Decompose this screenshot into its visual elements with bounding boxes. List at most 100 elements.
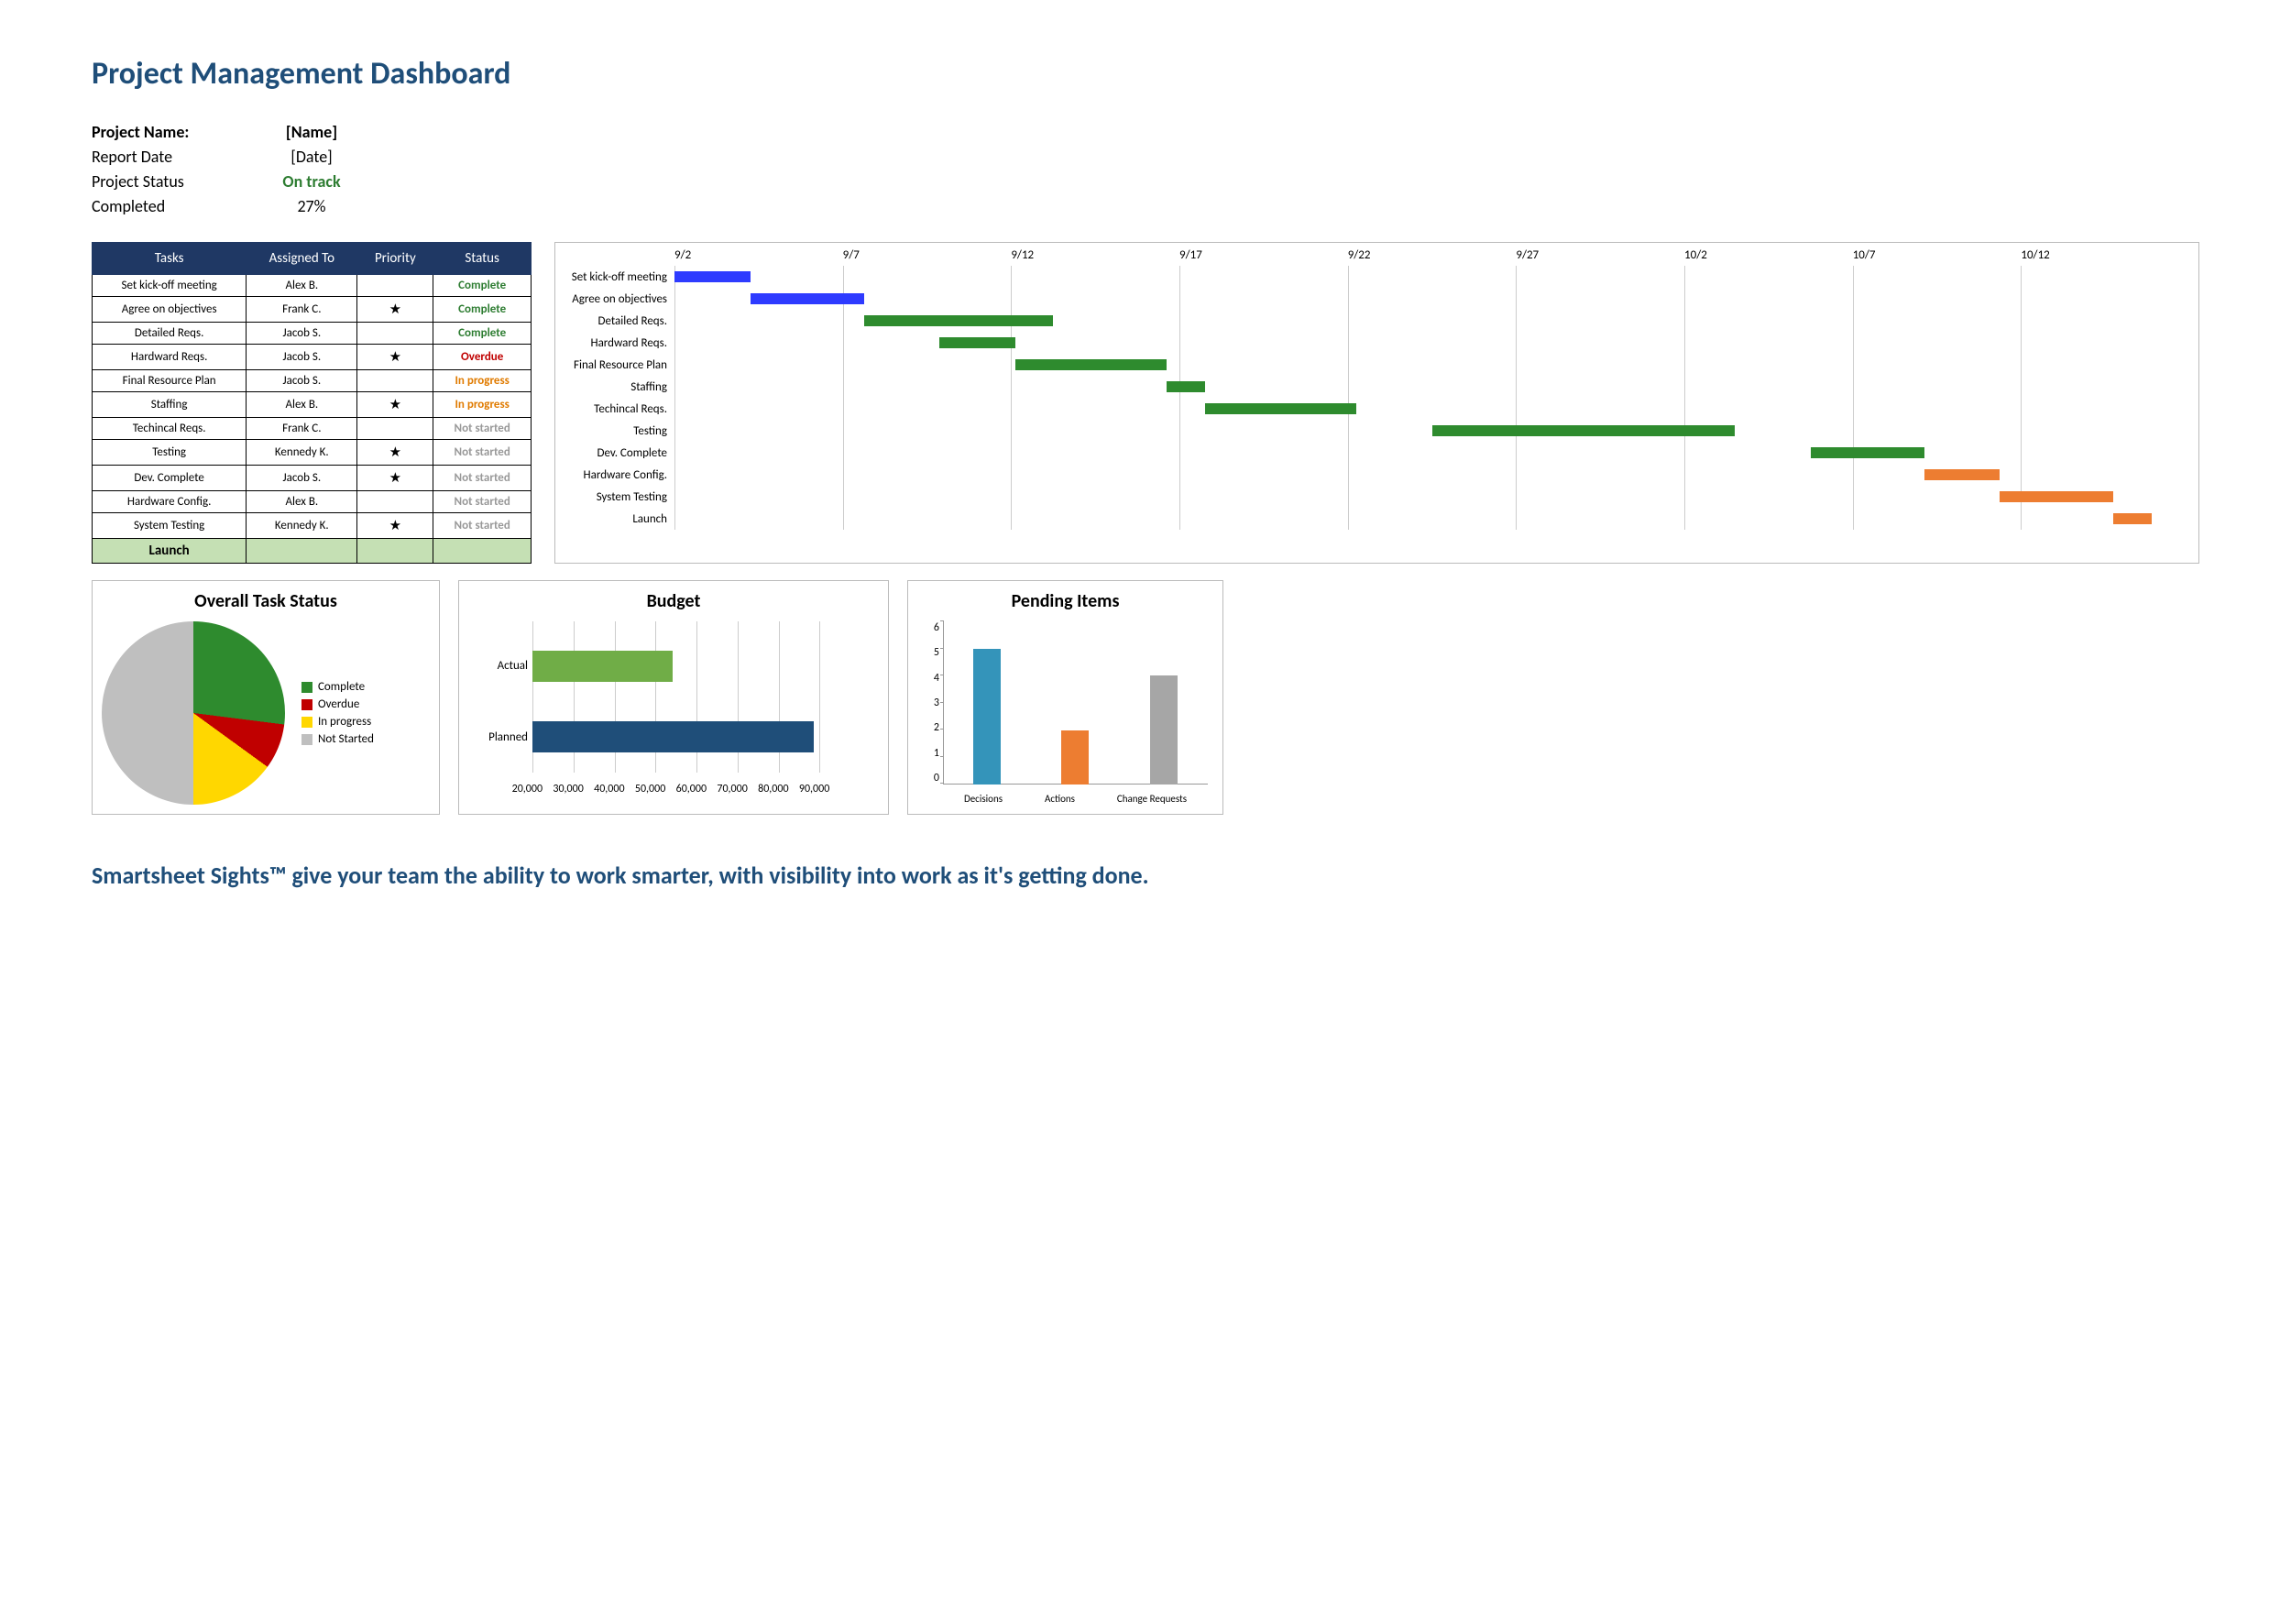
task-cell: Hardward Reqs. xyxy=(93,345,247,370)
gantt-date-label: 10/12 xyxy=(2021,248,2189,262)
gantt-bar xyxy=(2000,491,2113,502)
star-icon: ★ xyxy=(389,444,401,461)
budget-bar-label: Actual xyxy=(482,659,528,673)
task-cell: System Testing xyxy=(93,513,247,539)
table-row: StaffingAlex B.★In progress xyxy=(93,392,532,418)
priority-cell: ★ xyxy=(357,466,433,491)
project-meta: Project Name: [Name] Report Date [Date] … xyxy=(92,120,2199,219)
gantt-row: Hardware Config. xyxy=(565,464,2189,486)
table-cell xyxy=(357,539,433,564)
legend-label: Complete xyxy=(318,680,365,694)
budget-bar xyxy=(532,651,673,682)
budget-chart: Budget ActualPlanned 20,00030,00040,0005… xyxy=(458,580,889,815)
priority-cell: ★ xyxy=(357,297,433,323)
gantt-bar xyxy=(1924,469,2001,480)
assigned-cell: Alex B. xyxy=(247,392,357,418)
table-row: Final Resource PlanJacob S.In progress xyxy=(93,370,532,392)
priority-cell xyxy=(357,275,433,297)
assigned-cell: Alex B. xyxy=(247,275,357,297)
task-cell: Final Resource Plan xyxy=(93,370,247,392)
task-cell: Hardware Config. xyxy=(93,491,247,513)
gantt-date-label: 9/17 xyxy=(1179,248,1348,262)
budget-bar-label: Planned xyxy=(482,730,528,744)
legend-swatch xyxy=(301,699,312,710)
legend-item: Overdue xyxy=(301,697,374,711)
gantt-chart: 9/29/79/129/179/229/2710/210/710/12 Set … xyxy=(554,242,2199,564)
gantt-row: Staffing xyxy=(565,376,2189,398)
gantt-row: Hardward Reqs. xyxy=(565,332,2189,354)
legend-swatch xyxy=(301,682,312,693)
priority-cell: ★ xyxy=(357,392,433,418)
assigned-cell: Jacob S. xyxy=(247,345,357,370)
priority-cell xyxy=(357,323,433,345)
chart-title: Pending Items xyxy=(917,590,1213,612)
table-cell xyxy=(433,539,532,564)
status-cell: Not started xyxy=(433,440,532,466)
assigned-cell: Kennedy K. xyxy=(247,513,357,539)
axis-label: Decisions xyxy=(964,793,1003,805)
pending-chart: Pending Items 0123456 DecisionsActionsCh… xyxy=(907,580,1223,815)
table-row: TestingKennedy K.★Not started xyxy=(93,440,532,466)
gantt-date-label: 9/2 xyxy=(674,248,843,262)
budget-bar-row: Planned xyxy=(532,702,860,774)
star-icon: ★ xyxy=(389,518,401,534)
gantt-bar xyxy=(751,293,864,304)
assigned-cell: Frank C. xyxy=(247,297,357,323)
meta-value: [Name] xyxy=(257,120,367,145)
gantt-row: Testing xyxy=(565,420,2189,442)
pending-bar xyxy=(1061,730,1089,785)
legend-swatch xyxy=(301,717,312,728)
axis-label: 1 xyxy=(923,747,939,760)
gantt-task-label: Techincal Reqs. xyxy=(565,402,674,416)
pie-legend: Complete Overdue In progress Not Started xyxy=(301,676,374,750)
gantt-task-label: Testing xyxy=(565,424,674,438)
table-header: Assigned To xyxy=(247,243,357,275)
table-row: Set kick-off meetingAlex B.Complete xyxy=(93,275,532,297)
gantt-row: System Testing xyxy=(565,486,2189,508)
gantt-date-label: 9/27 xyxy=(1516,248,1684,262)
status-cell: Overdue xyxy=(433,345,532,370)
status-cell: In progress xyxy=(433,392,532,418)
footer-text: Smartsheet Sights™ give your team the ab… xyxy=(92,861,2199,890)
legend-item: In progress xyxy=(301,715,374,729)
star-icon: ★ xyxy=(389,397,401,413)
gantt-bar xyxy=(2113,513,2151,524)
gantt-row: Launch xyxy=(565,508,2189,530)
gantt-bar xyxy=(1432,425,1736,436)
gantt-row: Agree on objectives xyxy=(565,288,2189,310)
axis-label: 3 xyxy=(923,697,939,709)
task-cell: Techincal Reqs. xyxy=(93,418,247,440)
legend-item: Complete xyxy=(301,680,374,694)
table-header: Status xyxy=(433,243,532,275)
gantt-date-label: 10/2 xyxy=(1684,248,1853,262)
legend-label: Not Started xyxy=(318,732,374,746)
axis-label: 20,000 xyxy=(512,783,554,796)
axis-label: 40,000 xyxy=(594,783,635,796)
legend-label: Overdue xyxy=(318,697,359,711)
budget-bar xyxy=(532,721,814,752)
gantt-row: Set kick-off meeting xyxy=(565,266,2189,288)
assigned-cell: Frank C. xyxy=(247,418,357,440)
axis-label: 80,000 xyxy=(758,783,799,796)
meta-value-status: On track xyxy=(257,170,367,194)
gantt-bar xyxy=(1811,447,1924,458)
meta-value: 27% xyxy=(257,194,367,219)
table-cell: Launch xyxy=(93,539,247,564)
chart-title: Overall Task Status xyxy=(102,590,430,612)
priority-cell: ★ xyxy=(357,345,433,370)
gantt-task-label: Detailed Reqs. xyxy=(565,314,674,328)
status-cell: Not started xyxy=(433,513,532,539)
table-header: Priority xyxy=(357,243,433,275)
star-icon: ★ xyxy=(389,302,401,318)
task-cell: Agree on objectives xyxy=(93,297,247,323)
table-row: Detailed Reqs.Jacob S.Complete xyxy=(93,323,532,345)
status-cell: In progress xyxy=(433,370,532,392)
axis-label: 50,000 xyxy=(635,783,676,796)
axis-label: 5 xyxy=(923,646,939,659)
status-cell: Not started xyxy=(433,491,532,513)
status-cell: Not started xyxy=(433,418,532,440)
gantt-row: Techincal Reqs. xyxy=(565,398,2189,420)
axis-label: 90,000 xyxy=(799,783,840,796)
gantt-task-label: Set kick-off meeting xyxy=(565,270,674,284)
gantt-bar xyxy=(674,271,751,282)
